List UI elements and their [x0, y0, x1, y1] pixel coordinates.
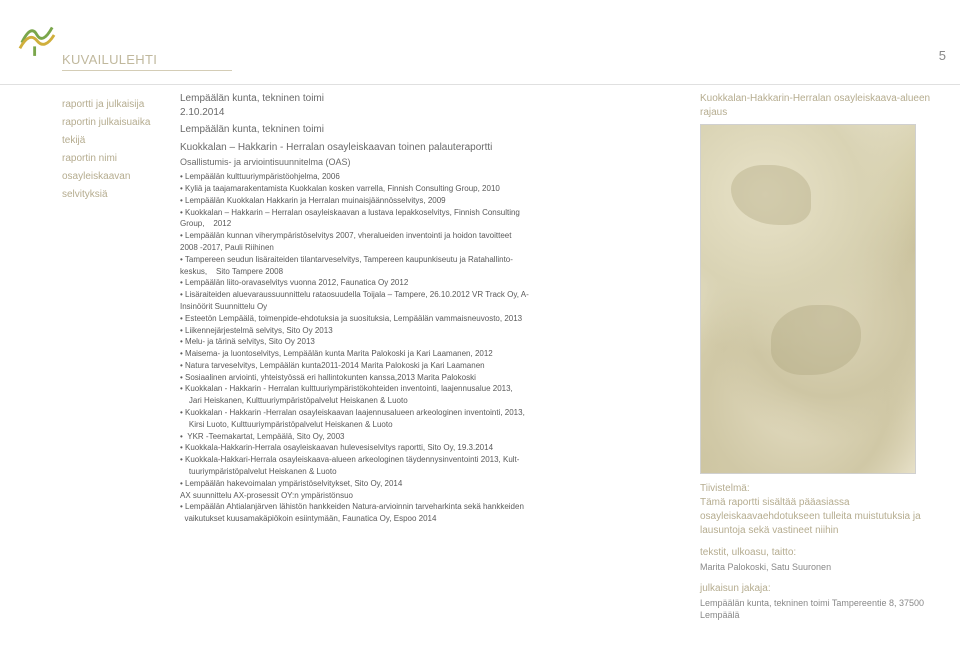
bullet-line: • Lempäälän kulttuuriympäristöohjelma, 2…: [180, 172, 680, 183]
report-sub: Osallistumis- ja arviointisuunnitelma (O…: [180, 156, 680, 168]
summary-block: Tiivistelmä: Tämä raportti sisältää pääa…: [700, 482, 940, 622]
page-title: KUVAILULEHTI: [62, 52, 157, 67]
label-publisher: raportti ja julkaisija: [62, 96, 172, 113]
date-value: 2.10.2014: [180, 106, 680, 120]
bullet-line: • Kuokkalan - Hakkarin - Herralan kulttu…: [180, 384, 680, 395]
bullet-line: • Lempäälän Ahtialanjärven lähistön hank…: [180, 502, 680, 513]
map-heading-line2: rajaus: [700, 107, 727, 118]
bullet-line: • Lempäälän liito-oravaselvitys vuonna 2…: [180, 278, 680, 289]
bullet-line: Group, 2012: [180, 219, 680, 230]
bullet-line: • Kuokkalan - Hakkarin -Herralan osaylei…: [180, 408, 680, 419]
bullet-line: 2008 -2017, Pauli Riihinen: [180, 243, 680, 254]
label-author: tekijä: [62, 132, 172, 149]
bullet-line: AX suunnittelu AX-prosessit OY:n ympäris…: [180, 491, 680, 502]
layout-label: tekstit, ulkoasu, taitto:: [700, 546, 940, 560]
bullet-line: • Liikennejärjestelmä selvitys, Sito Oy …: [180, 326, 680, 337]
distributor-label: julkaisun jakaja:: [700, 582, 940, 596]
bullet-line: • Kuokkala-Hakkari-Herrala osayleiskaava…: [180, 455, 680, 466]
author-value: Lempäälän kunta, tekninen toimi: [180, 123, 680, 137]
summary-label: Tiivistelmä:: [700, 482, 940, 496]
bullet-line: • Kuokkala-Hakkarin-Herrala osayleiskaav…: [180, 443, 680, 454]
right-column: Kuokkalan-Hakkarin-Herralan osayleiskaav…: [700, 92, 940, 622]
summary-text: Tämä raportti sisältää pääasiassa osayle…: [700, 496, 940, 538]
bullet-line: • Melu- ja tärinä selvitys, Sito Oy 2013: [180, 337, 680, 348]
layout-value: Marita Palokoski, Satu Suuronen: [700, 561, 940, 574]
bullet-line: vaikutukset kuusamakäpiökoin esiintymään…: [180, 514, 680, 525]
bullet-list: • Lempäälän kulttuuriympäristöohjelma, 2…: [180, 172, 680, 525]
distributor-value: Lempäälän kunta, tekninen toimi Tamperee…: [700, 597, 940, 622]
bullet-line: keskus, Sito Tampere 2008: [180, 267, 680, 278]
map-heading: Kuokkalan-Hakkarin-Herralan osayleiskaav…: [700, 92, 940, 120]
label-name: raportin nimi: [62, 150, 172, 167]
map-image: [700, 124, 916, 474]
label-plan: osayleiskaavan: [62, 168, 172, 185]
bullet-line: • Lempäälän Kuokkalan Hakkarin ja Herral…: [180, 196, 680, 207]
page-number: 5: [939, 48, 946, 63]
bullet-line: • Maisema- ja luontoselvitys, Lempäälän …: [180, 349, 680, 360]
bullet-line: • Tampereen seudun lisäraiteiden tilanta…: [180, 255, 680, 266]
bullet-line: Jari Heiskanen, Kulttuuriympäristöpalvel…: [180, 396, 680, 407]
header-divider: [0, 84, 960, 85]
bullet-line: • Lempäälän hakevoimalan ympäristöselvit…: [180, 479, 680, 490]
bullet-line: • Lisäraiteiden aluevaraussuunnittelu ra…: [180, 290, 680, 301]
bullet-line: • Kuokkalan – Hakkarin – Herralan osayle…: [180, 208, 680, 219]
bullet-line: • YKR -Teemakartat, Lempäälä, Sito Oy, 2…: [180, 432, 680, 443]
label-date: raportin julkaisuaika: [62, 114, 172, 131]
bullet-line: • Kyliä ja taajamarakentamista Kuokkalan…: [180, 184, 680, 195]
bullet-line: Insinöörit Suunnittelu Oy: [180, 302, 680, 313]
bullet-line: Kirsi Luoto, Kulttuuriympäristöpalvelut …: [180, 420, 680, 431]
bullet-line: • Natura tarveselvitys, Lempäälän kunta2…: [180, 361, 680, 372]
label-studies: selvityksiä: [62, 186, 172, 203]
main-content: Lempäälän kunta, tekninen toimi 2.10.201…: [180, 92, 680, 526]
publisher-value: Lempäälän kunta, tekninen toimi: [180, 92, 680, 106]
bullet-line: • Sosiaalinen arviointi, yhteistyössä er…: [180, 373, 680, 384]
bullet-line: tuuriympäristöpalvelut Heiskanen & Luoto: [180, 467, 680, 478]
bullet-line: • Lempäälän kunnan viherympäristöselvity…: [180, 231, 680, 242]
map-heading-line1: Kuokkalan-Hakkarin-Herralan osayleiskaav…: [700, 93, 930, 104]
logo: [18, 14, 56, 56]
field-labels: raportti ja julkaisija raportin julkaisu…: [62, 96, 172, 204]
bullet-line: • Esteetön Lempäälä, toimenpide-ehdotuks…: [180, 314, 680, 325]
report-name: Kuokkalan – Hakkarin - Herralan osayleis…: [180, 141, 680, 155]
title-underline: [62, 70, 232, 71]
